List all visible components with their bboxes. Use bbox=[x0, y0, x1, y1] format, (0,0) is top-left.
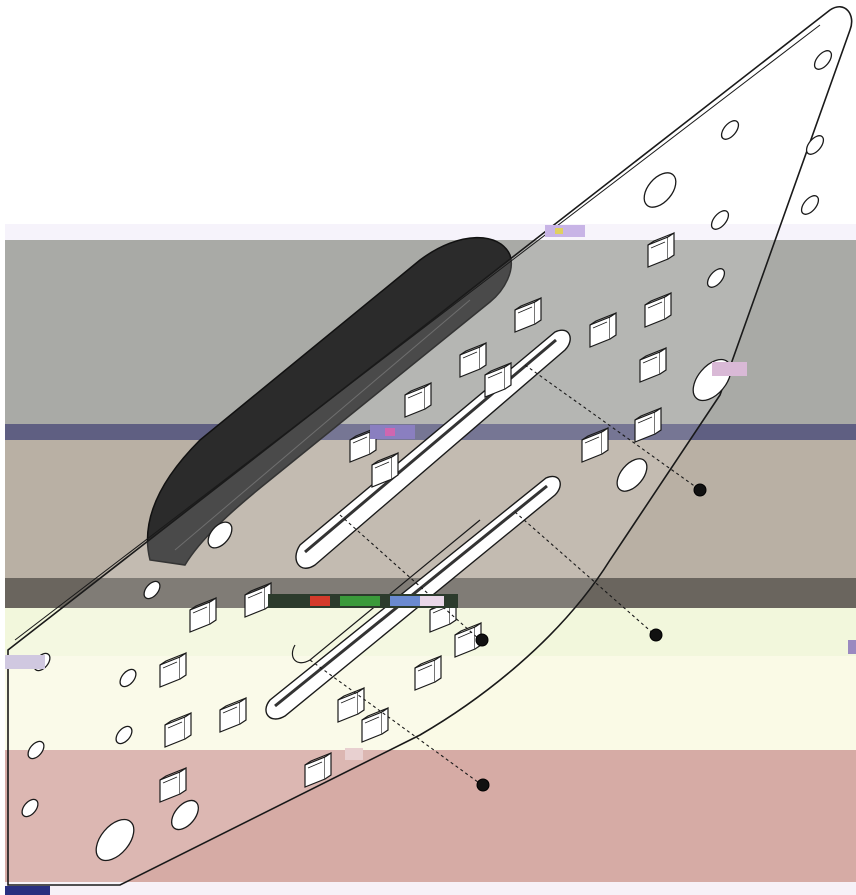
screws bbox=[475, 483, 707, 792]
plate-edge-line bbox=[14, 24, 821, 641]
slot-middle bbox=[291, 519, 481, 664]
gasket-inner-edge bbox=[174, 299, 471, 551]
screw-4 bbox=[476, 778, 490, 792]
mounting-holes bbox=[21, 50, 833, 862]
plate-bottom-edge bbox=[119, 394, 721, 886]
band-lavender bbox=[5, 224, 856, 240]
screw-1 bbox=[693, 483, 707, 497]
screw-2 bbox=[475, 633, 489, 647]
band-pink bbox=[5, 750, 856, 882]
gasket-body bbox=[146, 236, 512, 566]
screw-3 bbox=[649, 628, 663, 642]
assembly-lines bbox=[309, 364, 701, 786]
render-artifacts bbox=[5, 225, 856, 895]
band-bottom-strip bbox=[5, 882, 856, 895]
